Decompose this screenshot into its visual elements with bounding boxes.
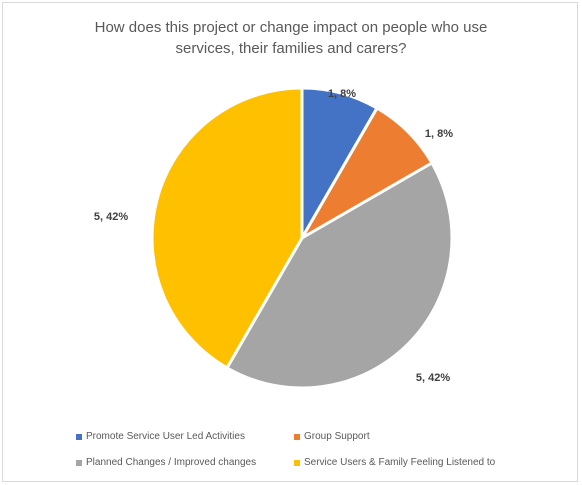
legend-swatch-gray — [76, 459, 82, 466]
legend-swatch-blue — [76, 433, 82, 440]
legend-swatch-orange — [294, 433, 300, 440]
legend-label: Promote Service User Led Activities — [86, 431, 245, 442]
legend-item-service-users-family-feeling-listened-to: Service Users & Family Feeling Listened … — [294, 457, 495, 468]
legend-label: Planned Changes / Improved changes — [86, 457, 257, 468]
data-label-1: 1, 8% — [328, 88, 356, 100]
chart-title: How does this project or change impact o… — [94, 19, 488, 57]
legend-item-planned-changes: Planned Changes / Improved changes — [76, 457, 256, 468]
chart-frame: How does this project or change impact o… — [2, 2, 578, 482]
pie-chart: 1, 8% 1, 8% 5, 42% 5, 42% — [94, 86, 454, 390]
pie-slice-planned-changes-improved-changes — [225, 161, 454, 390]
legend-item-promote-service-user-led-activities: Promote Service User Led Activities — [76, 431, 245, 442]
data-label-2: 1, 8% — [425, 128, 453, 140]
pie-slice-service-users-family-feeling-listened-to — [150, 86, 304, 370]
legend-label: Group Support — [304, 431, 370, 442]
legend-item-group-support: Group Support — [294, 431, 370, 442]
data-label-3: 5, 42% — [416, 372, 450, 384]
legend-label: Service Users & Family Feeling Listened … — [304, 457, 496, 468]
legend-swatch-yellow — [294, 459, 300, 466]
data-label-4: 5, 42% — [94, 211, 128, 223]
